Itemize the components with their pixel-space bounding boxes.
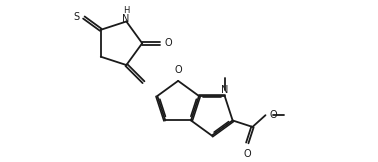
Text: N: N xyxy=(122,14,130,24)
Text: O: O xyxy=(175,65,182,75)
Text: O: O xyxy=(270,110,277,120)
Text: O: O xyxy=(243,149,251,159)
Text: H: H xyxy=(124,6,130,15)
Text: N: N xyxy=(221,85,228,95)
Text: O: O xyxy=(164,38,172,48)
Text: S: S xyxy=(73,12,79,22)
